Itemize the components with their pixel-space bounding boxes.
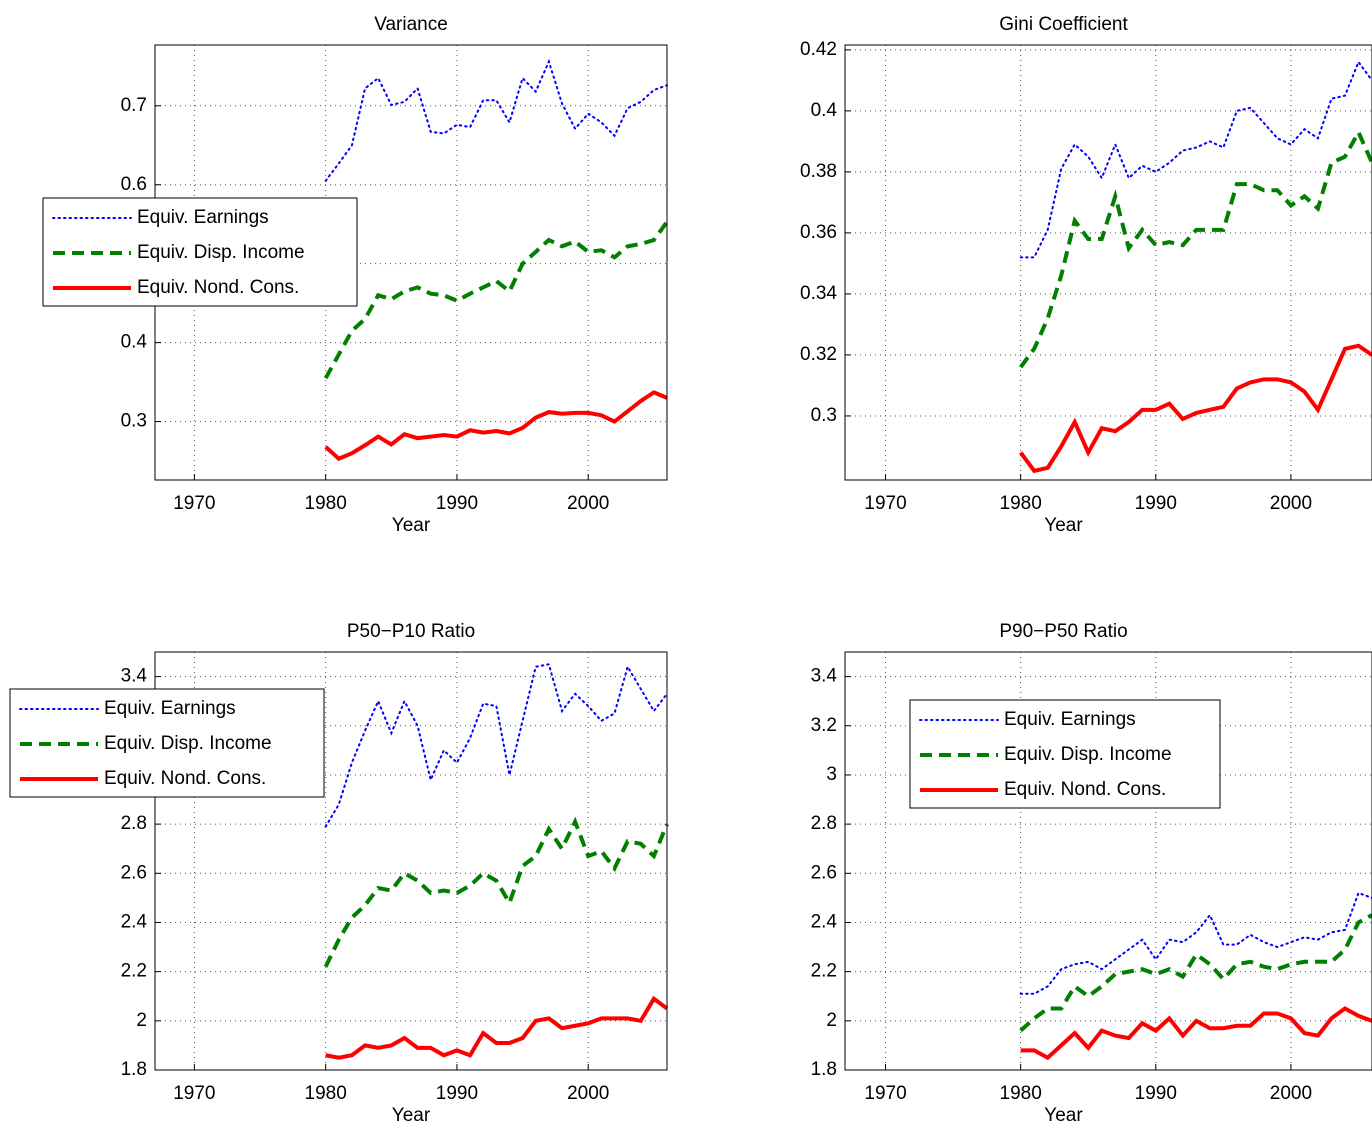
series-line [324,663,668,828]
y-tick-label: 0.3 [811,405,837,426]
y-tick-label: 2.2 [121,961,147,982]
y-tick-label: 0.4 [811,100,838,121]
x-tick-label: 1980 [1000,1083,1042,1104]
axes-box [154,651,668,1071]
x-tick-label: 1980 [305,493,347,514]
x-tick-label: 1980 [305,1083,347,1104]
y-tick-label: 2 [136,1010,147,1031]
series-line [1019,891,1372,995]
x-tick-label: 1990 [1135,493,1177,514]
y-tick-label: 2.6 [811,862,837,883]
series-line [1020,1006,1372,1061]
axes-box [844,651,1372,1071]
series-line [324,390,668,462]
legend-label: Equiv. Earnings [137,207,269,228]
y-tick-label: 0.3 [121,411,147,432]
y-tick-label: 0.38 [800,161,837,182]
y-tick-label: 3.4 [121,666,148,687]
x-axis-label: Year [392,1105,431,1126]
x-tick-label: 1990 [1135,1083,1177,1104]
y-tick-label: 1.8 [121,1059,147,1080]
legend: Equiv. Earnings Equiv. Disp. Income Equiv.… [909,699,1221,809]
y-tick-label: 1.8 [811,1059,837,1080]
legend-label: Equiv. Disp. Income [104,733,272,754]
chart-title: P90−P50 Ratio [999,621,1127,642]
x-tick-label: 2000 [1270,493,1312,514]
x-tick-label: 1990 [436,493,478,514]
y-tick-label: 3 [826,764,837,785]
series-line [325,995,669,1060]
y-tick-label: 2.8 [811,813,837,834]
legend-label: Equiv. Disp. Income [137,242,305,263]
y-tick-label: 2.2 [811,961,837,982]
x-tick-label: 1990 [436,1083,478,1104]
x-tick-label: 1970 [864,1083,906,1104]
y-tick-label: 0.36 [800,222,837,243]
x-tick-label: 2000 [1270,1083,1312,1104]
subplot: 1970 1980 1990 2000 1.8 2 2.2 2.4 2.6 2.8 3 3.2 3.4 P… [811,621,1372,1126]
y-tick-label: 2.6 [121,862,147,883]
x-tick-label: 2000 [567,493,609,514]
legend-label: Equiv. Earnings [1004,709,1136,730]
subplot: 19701980199020001.822.22.42.62.833.23.4P… [121,621,669,1126]
chart-title: P50−P10 Ratio [347,621,475,642]
legend-label: Equiv. Nond. Cons. [1004,779,1166,800]
chart-title: Gini Coefficient [999,14,1128,35]
series-line [323,220,669,380]
y-tick-label: 3.2 [811,715,837,736]
x-axis-label: Year [1044,515,1083,536]
y-tick-label: 0.32 [800,344,837,365]
series-line [324,58,668,182]
series-line [323,816,669,968]
y-tick-label: 2 [826,1010,837,1031]
axes-box [844,44,1372,481]
legend-label: Equiv. Nond. Cons. [137,277,299,298]
series-line [1019,127,1372,369]
legend: Equiv. Earnings Equiv. Disp. Income Equiv.… [42,197,358,307]
y-tick-label: 0.42 [800,39,837,60]
legend-label: Equiv. Nond. Cons. [104,768,266,789]
y-tick-label: 0.7 [121,95,147,116]
series-line [1019,60,1372,259]
x-tick-label: 2000 [567,1083,609,1104]
y-tick-label: 3.4 [811,666,838,687]
legend-label: Equiv. Earnings [104,698,236,719]
x-tick-label: 1980 [1000,493,1042,514]
chart-title: Variance [374,14,448,35]
y-tick-label: 0.4 [121,332,148,353]
x-tick-label: 1970 [173,493,215,514]
series-line [1019,343,1372,474]
y-tick-label: 2.4 [811,911,838,932]
legend-label: Equiv. Disp. Income [1004,744,1172,765]
y-tick-label: 0.6 [121,174,147,195]
legend: Equiv. Earnings Equiv. Disp. Income Equiv.… [9,688,325,798]
plot-area [845,45,1372,480]
y-tick-label: 0.34 [800,283,837,304]
y-tick-label: 2.4 [121,911,148,932]
series-line [1019,913,1372,1033]
y-tick-label: 2.8 [121,813,147,834]
x-tick-label: 1970 [173,1083,215,1104]
x-tick-label: 1970 [864,493,906,514]
x-axis-label: Year [1044,1105,1083,1126]
subplot: 1970 1980 1990 2000 0.3 0.32 0.34 0.36 0.38 0.4 0.… [800,14,1372,536]
x-axis-label: Year [392,515,431,536]
